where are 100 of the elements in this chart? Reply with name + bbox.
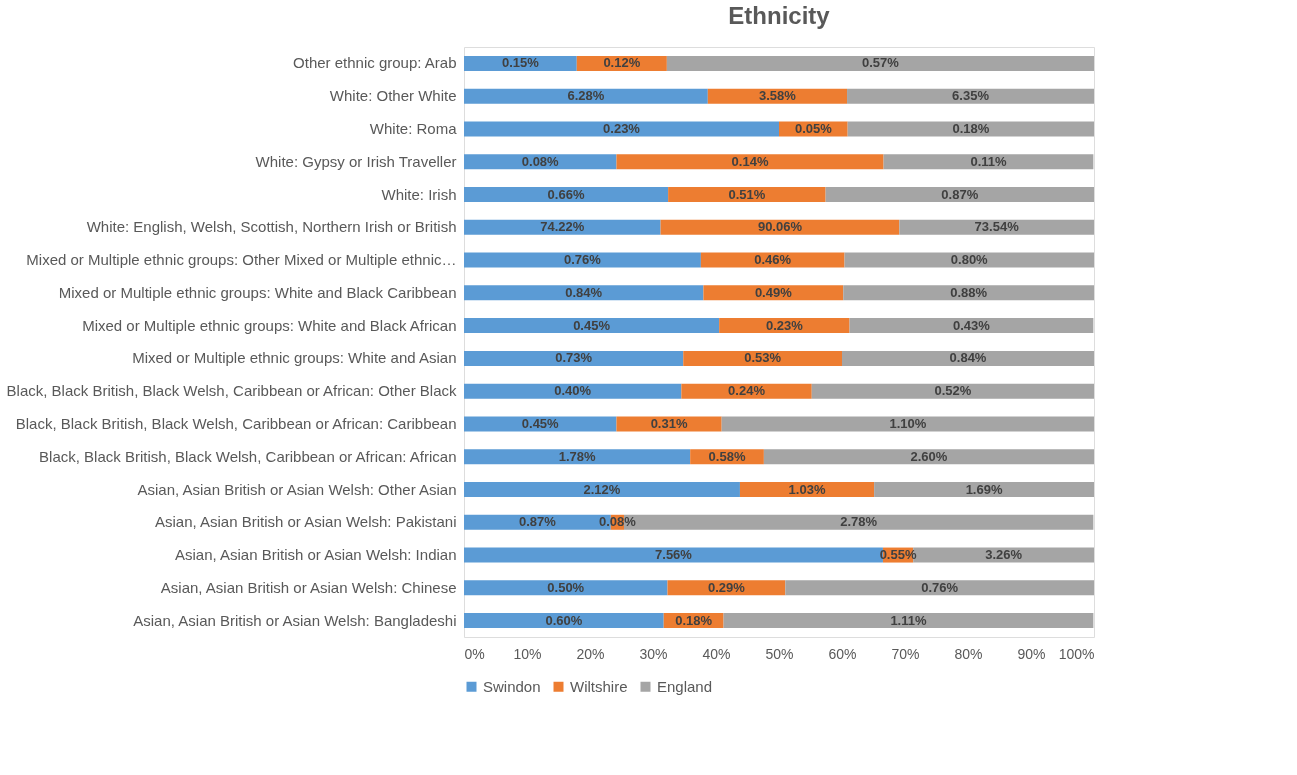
bar (899, 219, 1094, 235)
bar (464, 285, 704, 301)
annotation: 1.69% (965, 481, 1003, 497)
x-tick-label: 0% (464, 645, 485, 662)
bar (811, 383, 1094, 399)
x-tick-label: 20% (576, 645, 605, 662)
y-tick-label: Asian, Asian British or Asian Welsh: Chinese (160, 578, 457, 596)
annotation: 0.31% (650, 415, 688, 431)
x-tick-label: 40% (702, 645, 731, 662)
annotation: 0.43% (953, 317, 991, 333)
y-tick-label: Asian, Asian British or Asian Welsh: Other Asian (137, 480, 457, 498)
bar (785, 580, 1094, 596)
annotation: 0.60% (545, 612, 583, 628)
legend-label: England (657, 677, 713, 695)
bar (464, 187, 669, 202)
annotation: 1.10% (889, 415, 927, 431)
bar (464, 383, 682, 399)
annotation: 0.87% (941, 186, 979, 202)
annotation: 0.88% (950, 284, 988, 300)
annotation: 0.18% (952, 120, 990, 136)
y-tick-label: Black, Black British, Black Welsh, Caribbean or African: Caribbean (15, 414, 457, 432)
annotation: 0.08% (521, 153, 560, 169)
x-tick-label: 100% (1058, 645, 1095, 662)
bar (464, 482, 740, 497)
annotation: 0.80% (950, 252, 989, 268)
annotation: 0.49% (754, 284, 793, 300)
annotation: 0.18% (675, 612, 713, 628)
annotation: 2.60% (910, 448, 948, 464)
annotation: 2.78% (840, 514, 878, 530)
annotation: 3.26% (985, 547, 1023, 563)
annotation: 6.28% (567, 88, 605, 104)
annotation: 0.11% (970, 153, 1007, 169)
y-tick-label: White: Other White (329, 87, 457, 105)
x-tick-label: 50% (765, 645, 794, 662)
y-tick-label: Mixed or Multiple ethnic groups: White and Black Caribbean (58, 283, 457, 301)
bar (844, 252, 1094, 268)
annotation: 0.51% (728, 186, 766, 202)
annotation: 0.29% (707, 579, 746, 595)
y-tick-label: White: Gypsy or Irish Traveller (255, 152, 457, 170)
bar (843, 285, 1094, 301)
annotation: 0.12% (603, 55, 641, 71)
y-tick-label: Mixed or Multiple ethnic groups: White and Asian (132, 349, 457, 367)
annotation: 73.54% (974, 219, 1020, 235)
y-tick-label: White: Roma (369, 119, 458, 137)
annotation: 0.46% (754, 252, 792, 268)
annotation: 7.56% (655, 547, 693, 563)
annotation: 0.66% (547, 186, 585, 202)
annotation: 0.14% (731, 153, 769, 169)
bar (849, 318, 1094, 334)
bar (721, 416, 1094, 432)
annotation: 74.22% (540, 219, 585, 235)
bar (847, 88, 1094, 104)
x-tick-label: 10% (513, 645, 542, 662)
legend-label: Swindon (483, 677, 541, 695)
y-tick-label: White: Irish (381, 185, 457, 203)
bar (763, 449, 1094, 465)
annotation: 0.73% (555, 350, 593, 366)
annotation: 0.76% (564, 252, 602, 268)
x-tick-label: 80% (954, 645, 983, 662)
annotation: 0.52% (934, 383, 972, 399)
y-tick-label: Asian, Asian British or Asian Welsh: Indian (174, 546, 457, 564)
bar (842, 350, 1094, 366)
annotation: 0.23% (765, 317, 804, 333)
y-tick-label: Other ethnic group: Arab (293, 54, 457, 72)
annotation: 0.08% (598, 514, 637, 530)
annotation: 6.35% (952, 88, 990, 104)
annotation: 0.23% (603, 120, 641, 136)
bar (723, 613, 1094, 629)
bar (464, 318, 720, 334)
y-tick-label: Asian, Asian British or Asian Welsh: Bangladeshi (133, 611, 457, 629)
bar (464, 580, 668, 596)
annotation: 0.58% (708, 448, 746, 464)
x-tick-label: 70% (891, 645, 920, 662)
bar (660, 219, 900, 235)
bar (464, 252, 701, 268)
annotation: 0.84% (949, 350, 987, 366)
chart-title: Ethnicity (728, 2, 831, 29)
bar (464, 121, 779, 137)
y-tick-label: Black, Black British, Black Welsh, Caribbean or African: African (39, 447, 457, 465)
x-tick-label: 90% (1017, 645, 1046, 662)
y-tick-label: Mixed or Multiple ethnic groups: Other Mixed or Multiple ethnic… (26, 251, 457, 269)
bar (700, 252, 845, 268)
x-tick-label: 30% (639, 645, 668, 662)
bar (616, 154, 884, 170)
annotation: 0.15% (501, 55, 540, 71)
annotation: 0.05% (794, 120, 833, 136)
annotation: 0.45% (521, 415, 560, 431)
annotation: 0.84% (565, 284, 603, 300)
annotation: 0.76% (921, 579, 959, 595)
x-tick-label: 60% (828, 645, 857, 662)
bar (847, 121, 1094, 137)
bar (464, 219, 661, 235)
annotation: 0.45% (573, 317, 611, 333)
bar (825, 187, 1094, 202)
bar (464, 613, 664, 629)
annotation: 1.78% (558, 448, 596, 464)
annotation: 0.50% (547, 579, 585, 595)
annotation: 1.11% (890, 612, 927, 628)
annotation: 0.24% (728, 383, 766, 399)
bar (883, 154, 1094, 170)
